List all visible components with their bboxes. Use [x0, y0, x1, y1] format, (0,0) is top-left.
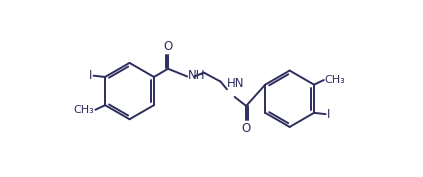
Text: CH₃: CH₃	[74, 105, 94, 115]
Text: HN: HN	[226, 77, 244, 90]
Text: CH₃: CH₃	[325, 75, 346, 85]
Text: NH: NH	[188, 69, 206, 82]
Text: O: O	[163, 40, 173, 53]
Text: O: O	[242, 122, 251, 135]
Text: I: I	[327, 108, 330, 121]
Text: I: I	[89, 69, 93, 82]
